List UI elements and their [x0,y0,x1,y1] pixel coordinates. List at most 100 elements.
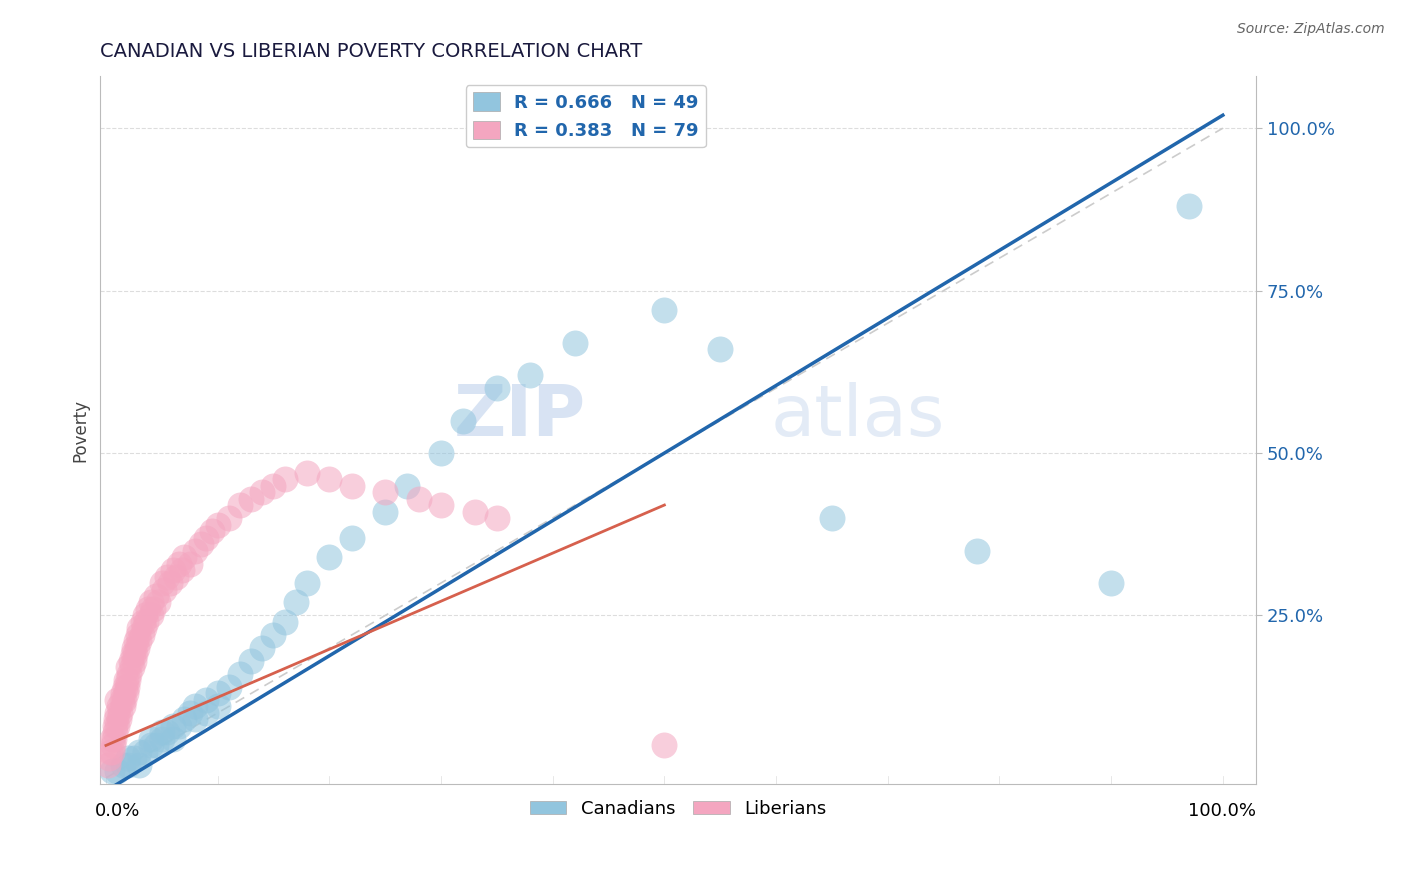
Point [139,739,162,753]
Point [114,680,136,694]
Point [104,725,127,739]
Point [97,758,120,772]
Point [139,731,162,746]
Point [173,549,195,564]
Point [110,693,132,707]
Point [104,719,127,733]
Point [229,667,252,681]
Point [821,511,844,525]
Point [104,713,127,727]
Point [100,745,122,759]
Point [430,446,453,460]
Point [184,699,207,714]
Point [340,531,363,545]
Point [218,680,240,694]
Point [1178,199,1201,213]
Point [165,569,187,583]
Point [110,706,132,720]
Text: ZIP: ZIP [454,382,586,450]
Point [150,725,173,739]
Point [111,686,134,700]
Point [122,654,145,668]
Point [128,622,150,636]
Point [120,654,142,668]
Point [105,693,128,707]
Point [132,615,155,629]
Point [201,524,224,538]
Point [709,342,731,356]
Point [167,719,190,733]
Point [195,531,218,545]
Point [117,751,139,765]
Point [127,628,149,642]
Point [159,576,181,591]
Point [190,537,212,551]
Point [162,563,184,577]
Point [101,739,124,753]
Point [263,628,285,642]
Point [564,335,586,350]
Point [229,498,252,512]
Point [195,706,218,720]
Point [117,673,139,688]
Point [132,622,155,636]
Point [135,615,157,629]
Point [284,595,307,609]
Point [115,686,138,700]
Point [207,686,229,700]
Point [128,634,150,648]
Point [485,381,508,395]
Text: atlas: atlas [770,382,945,450]
Point [195,693,218,707]
Point [295,576,318,591]
Point [430,498,453,512]
Point [408,491,430,506]
Point [340,478,363,492]
Point [100,745,122,759]
Point [121,648,143,662]
Point [252,485,274,500]
Point [128,758,150,772]
Point [207,517,229,532]
Text: 0.0%: 0.0% [94,802,141,820]
Point [122,640,145,655]
Point [108,713,131,727]
Point [139,595,162,609]
Point [145,739,167,753]
Y-axis label: Poverty: Poverty [72,399,89,462]
Point [111,758,134,772]
Point [374,485,396,500]
Point [105,764,128,779]
Point [240,654,263,668]
Point [108,699,131,714]
Point [218,511,240,525]
Point [100,731,122,746]
Point [128,745,150,759]
Point [100,764,122,779]
Point [179,706,201,720]
Point [103,731,125,746]
Point [179,557,201,571]
Point [134,745,156,759]
Point [453,413,475,427]
Point [170,563,193,577]
Point [148,595,170,609]
Point [138,602,160,616]
Point [318,549,340,564]
Point [115,673,138,688]
Point [273,472,295,486]
Point [207,699,229,714]
Point [318,472,340,486]
Point [124,648,146,662]
Point [98,751,121,765]
Point [153,582,176,597]
Point [184,543,207,558]
Point [519,368,541,383]
Point [966,543,988,558]
Point [125,634,148,648]
Text: CANADIAN VS LIBERIAN POVERTY CORRELATION CHART: CANADIAN VS LIBERIAN POVERTY CORRELATION… [100,42,643,61]
Point [485,511,508,525]
Point [117,758,139,772]
Point [145,589,167,603]
Point [654,739,676,753]
